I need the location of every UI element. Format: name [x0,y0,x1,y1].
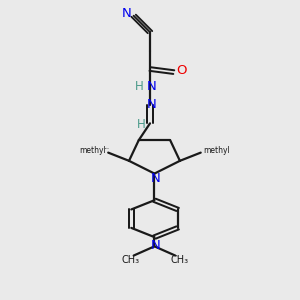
Text: O: O [176,64,187,77]
Text: N: N [151,238,160,252]
Text: H: H [137,118,146,131]
Text: H: H [135,80,144,93]
Text: methyl: methyl [203,146,230,155]
Text: N: N [151,172,160,185]
Text: CH₃: CH₃ [121,255,139,265]
Text: CH₃: CH₃ [171,255,189,265]
Text: N: N [122,7,132,20]
Text: methyl: methyl [80,146,106,155]
Text: N: N [147,80,157,93]
Text: methyl: methyl [105,148,110,149]
Text: N: N [147,98,157,111]
